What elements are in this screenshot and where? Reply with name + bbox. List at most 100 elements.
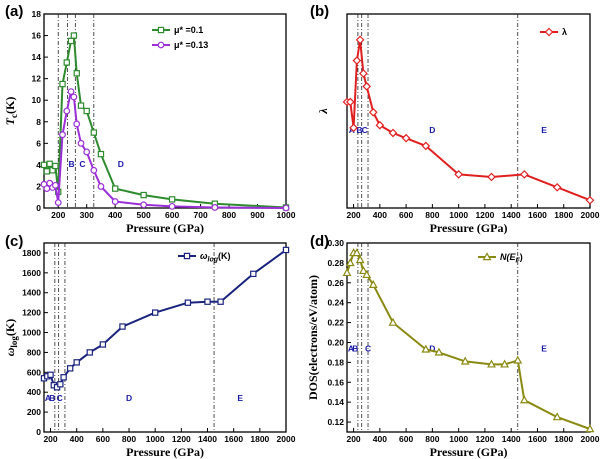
x-tick-label: 1600 <box>224 434 243 444</box>
data-point <box>585 424 595 433</box>
region-label: C <box>79 159 85 169</box>
y-tick-label: 2 <box>36 181 41 191</box>
data-point <box>83 107 90 115</box>
data-point <box>70 93 78 101</box>
region-label: C <box>57 393 63 403</box>
plot-frame <box>346 13 591 209</box>
data-point <box>352 56 362 65</box>
x-tick-label: 2000 <box>581 434 600 444</box>
x-tick-label: 900 <box>250 210 264 220</box>
data-point <box>60 374 67 381</box>
y-tick-label: 0.22 <box>327 318 344 328</box>
data-point <box>73 70 80 77</box>
data-point <box>90 129 98 136</box>
data-point <box>67 88 75 95</box>
y-axis-title-unit: (K) <box>3 97 17 114</box>
data-point <box>40 161 48 169</box>
region-label: B <box>352 343 358 353</box>
x-tick-label: 1400 <box>198 434 217 444</box>
region-label: E <box>541 343 547 353</box>
data-point <box>544 27 554 37</box>
legend-label-sub: F <box>516 258 521 265</box>
y-tick-label: 4 <box>36 160 41 170</box>
data-point <box>168 196 176 203</box>
y-tick-label: 0.12 <box>327 417 344 427</box>
data-point <box>73 359 80 366</box>
x-tick-label: 600 <box>399 210 413 220</box>
x-tick-label: 400 <box>373 434 387 444</box>
series-line <box>347 38 591 202</box>
x-tick-label: 600 <box>96 434 110 444</box>
y-tick-label: 0.26 <box>327 278 344 288</box>
data-point <box>434 347 444 356</box>
data-point <box>97 183 105 190</box>
x-tick-label: 1600 <box>528 210 547 220</box>
x-axis-title: Pressure (GPa) <box>430 445 508 459</box>
data-point <box>204 298 211 305</box>
data-point <box>211 204 219 211</box>
data-point <box>355 35 365 45</box>
y-tick-label: 0.24 <box>327 298 344 308</box>
x-tick-label: 600 <box>165 210 179 220</box>
x-tick-label: 1200 <box>172 434 191 444</box>
x-tick-label: 1000 <box>146 434 165 444</box>
data-point <box>345 258 355 267</box>
panel-label: (d) <box>310 233 329 250</box>
y-tick-label: 1400 <box>22 288 41 298</box>
region-label: B <box>356 125 362 135</box>
data-point <box>86 349 93 356</box>
data-point <box>77 139 85 147</box>
chart-panel-3: (c) 200 400 600 800 1000 1200 1400 1600 1800 2000 0… <box>3 233 296 459</box>
data-point <box>157 26 165 34</box>
data-point <box>168 202 176 210</box>
y-tick-label: 1800 <box>22 248 41 258</box>
y-tick-label: 0 <box>36 427 41 437</box>
panel-label: (c) <box>5 233 23 250</box>
y-tick-label: 1200 <box>22 308 41 318</box>
x-tick-label: 300 <box>80 210 94 220</box>
data-point <box>421 344 431 353</box>
data-point <box>140 191 147 199</box>
y-axis-title-main: λ <box>316 108 330 115</box>
y-axis-title-sub: log <box>9 336 19 348</box>
data-point <box>487 172 496 182</box>
y-tick-label: 0.16 <box>327 377 344 387</box>
legend-label-sub: log <box>208 257 219 264</box>
y-tick-label: 0 <box>36 203 41 213</box>
region-label: D <box>429 343 435 353</box>
y-tick-label: 200 <box>27 407 41 417</box>
x-axis-title: Pressure (GPa) <box>126 221 204 235</box>
legend-label: ωlog(K) <box>200 251 231 264</box>
data-point <box>57 381 64 388</box>
x-tick-label: 800 <box>222 210 236 220</box>
data-point <box>482 252 492 261</box>
y-tick-label: 0.18 <box>327 357 344 367</box>
data-point <box>184 299 192 306</box>
plot-frame <box>43 13 287 209</box>
data-point <box>73 120 81 128</box>
x-axis-title: Pressure (GPa) <box>430 221 508 235</box>
x-tick-label: 200 <box>43 434 57 444</box>
x-tick-label: 2000 <box>277 434 296 444</box>
data-point <box>111 198 119 205</box>
data-point <box>250 270 257 278</box>
data-point <box>54 199 62 207</box>
region-label: B <box>49 393 55 403</box>
data-point <box>355 255 365 264</box>
data-point <box>359 266 368 275</box>
data-point <box>282 204 290 212</box>
data-point <box>375 120 385 130</box>
legend-label-main: N(E <box>500 252 516 262</box>
x-tick-label: 400 <box>108 210 122 220</box>
data-point <box>388 317 398 326</box>
data-point <box>359 69 368 78</box>
data-point <box>352 248 362 257</box>
x-tick-label: 400 <box>70 434 84 444</box>
y-tick-label: 1000 <box>22 328 41 338</box>
data-point <box>552 182 562 192</box>
region-label: A <box>348 343 354 353</box>
data-point <box>46 160 53 168</box>
x-tick-label: 800 <box>425 210 439 220</box>
data-point <box>52 162 59 170</box>
